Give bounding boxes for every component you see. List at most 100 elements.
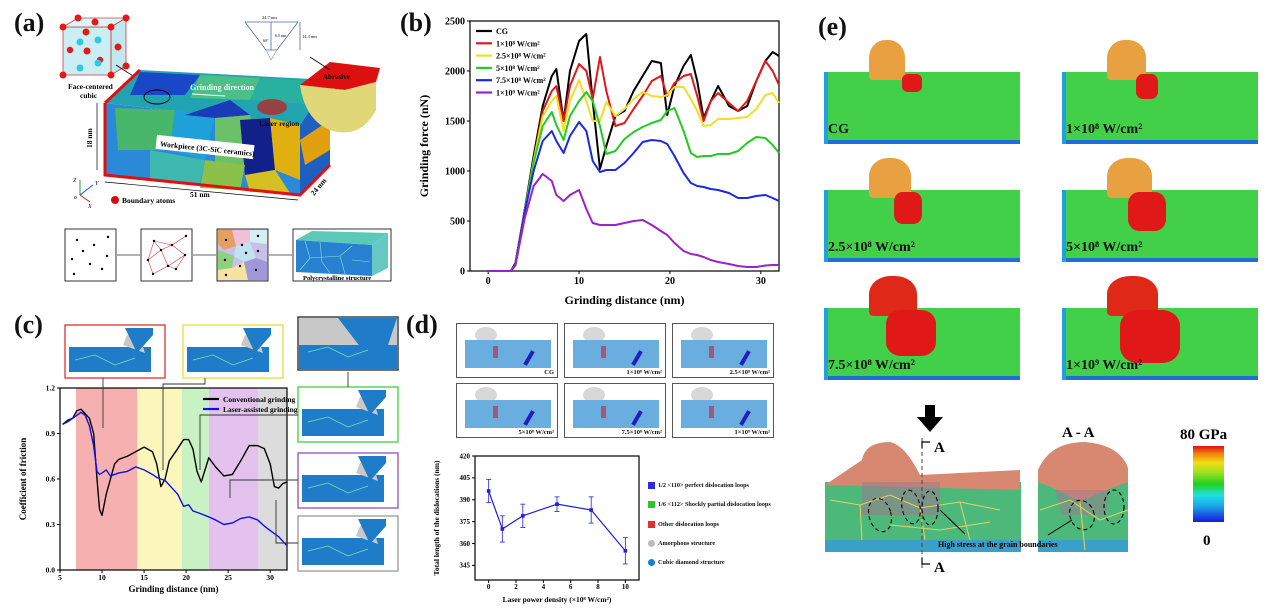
stress-map: 1×10⁸ W/cm²: [1062, 40, 1258, 144]
stress-map-label: 2.5×10⁸ W/cm²: [828, 240, 915, 255]
abrasive-shape: [358, 519, 386, 544]
voronoi-step-polycrystal: [292, 228, 392, 282]
legend-label-4: 5×10⁸ W/cm²: [496, 64, 540, 73]
data-point: [500, 527, 505, 531]
section-label-bottom: A: [934, 560, 945, 576]
down-arrow-icon: [917, 405, 943, 432]
series-line-1: [488, 490, 626, 552]
y-tick-label: 1500: [445, 116, 465, 127]
grain-boundary: [307, 482, 369, 494]
abrasive-shape: [358, 456, 386, 481]
thumb-dislocation-red: [601, 406, 606, 418]
section-title: A - A: [1062, 425, 1095, 441]
stress-map-bottom-edge: [824, 258, 1020, 262]
x-tick-label: 0: [486, 276, 491, 287]
y-axis-label: Coefficient of friction: [18, 438, 28, 520]
y-tick-label: 0.6: [46, 475, 56, 484]
legend-label: Other dislocation loops: [658, 520, 720, 528]
shaded-band-3: [181, 388, 209, 570]
x-tick-label: 30: [756, 276, 766, 287]
inset-stage-red: [64, 324, 166, 379]
y-tick-label: 0.9: [46, 429, 56, 438]
series-line-5: [488, 121, 780, 272]
stress-map-left-edge: [1062, 308, 1066, 380]
legend-swatch-icon: [648, 559, 655, 567]
abrasive-angle-label: 60°: [263, 38, 269, 43]
series-line-1: [488, 33, 780, 272]
section-right-map: [1038, 442, 1129, 552]
legend-label-2: 1×10⁸ W/cm²: [496, 39, 540, 48]
fcc-location-marker: [143, 89, 171, 105]
legend-label-3: 2.5×10⁸ W/cm²: [496, 52, 546, 61]
legend-item: Cubic diamond structure: [648, 553, 808, 572]
fcc-unit-cell-icon: [59, 14, 130, 79]
stress-map-hotspot: [894, 192, 922, 224]
x-tick-label: 10: [622, 583, 630, 591]
legend-label-2: Laser-assisted grinding: [223, 405, 298, 414]
panel-label-e: (e): [818, 12, 847, 41]
thumb-amorphous-chip: [583, 387, 605, 403]
shaded-band-4: [208, 388, 259, 570]
stress-map-label: CG: [828, 122, 849, 137]
legend-label-6: 1×10⁹ W/cm²: [496, 89, 540, 98]
callout-arrow-5: [275, 500, 298, 544]
series-line-1: [62, 408, 288, 517]
fcc-label-line2: cubic: [80, 91, 98, 100]
axis-y-label: Y: [95, 181, 99, 187]
stress-map-hotspot: [1136, 74, 1158, 99]
legend-item: 1/2 <110> perfect dislocation loops: [648, 476, 808, 495]
x-tick-label: 8: [596, 583, 600, 591]
stress-map-bottom-edge: [1062, 258, 1258, 262]
axis-origin-label: o: [74, 195, 77, 201]
panel-label-b: (b): [400, 8, 432, 37]
data-point: [623, 549, 628, 553]
data-point: [589, 508, 593, 512]
voronoi-step-seeds: [64, 228, 117, 282]
thumbnail-label: CG: [544, 369, 554, 376]
x-tick-label: 0: [487, 583, 491, 591]
stress-map-hotspot: [902, 74, 922, 92]
x-tick-label: 10: [98, 573, 106, 582]
stress-map: 2.5×10⁸ W/cm²: [824, 158, 1020, 262]
y-tick-label: 420: [460, 452, 471, 460]
legend-label: 1/6 <112> Shockly partial dislocation lo…: [658, 501, 771, 509]
x-tick-label: 2: [514, 583, 518, 591]
thumbnail-label: 1×10⁹ W/cm²: [734, 429, 770, 436]
thumb-dislocation-red: [709, 406, 714, 418]
y-tick-label: 1.2: [46, 384, 56, 393]
stress-map-chip: [869, 40, 905, 80]
voronoi-step-cells: [216, 228, 269, 282]
stress-map-chip: [1107, 40, 1146, 80]
callout-arrow-2: [162, 378, 206, 470]
legend-label-5: 7.5×10⁸ W/cm²: [496, 76, 546, 85]
inset-stage-yellow: [182, 324, 284, 379]
abrasive-dimension-diagram: [244, 21, 301, 61]
x-tick-label: 10: [574, 276, 584, 287]
stress-map-bottom-edge: [1062, 376, 1258, 380]
abrasive-shape: [358, 390, 386, 415]
x-tick-label: 30: [266, 573, 274, 582]
grain-boundary: [307, 416, 369, 428]
stress-map-body: [1062, 72, 1258, 144]
thumbnail-label: 7.5×10⁸ W/cm²: [621, 429, 662, 436]
y-tick-label: 405: [460, 474, 471, 482]
dislocation-thumbnail: 7.5×10⁸ W/cm²: [564, 383, 666, 438]
section-left-map: [825, 442, 1021, 552]
thumb-workpiece: [465, 400, 551, 428]
plot-frame: [469, 20, 780, 272]
axis-z-label: Z: [73, 178, 77, 184]
length-dimension-line: [104, 181, 299, 201]
inset-stage-green: [297, 386, 399, 443]
x-tick-label: 4: [542, 583, 546, 591]
stress-map-label: 5×10⁸ W/cm²: [1066, 240, 1143, 255]
series-line-4: [488, 91, 780, 272]
length-dimension-label: 51 nm: [190, 190, 211, 199]
stress-map-bottom-edge: [824, 140, 1020, 144]
stress-map-chip: [1107, 158, 1152, 198]
annotation-arrow-left: [939, 509, 966, 535]
stress-map: 7.5×10⁸ W/cm²: [824, 276, 1020, 380]
legend-swatch-icon: [648, 501, 655, 509]
x-tick-label: 25: [224, 573, 232, 582]
boundary-atom-icon: [111, 196, 119, 204]
legend-label: Cubic diamond structure: [658, 559, 725, 567]
